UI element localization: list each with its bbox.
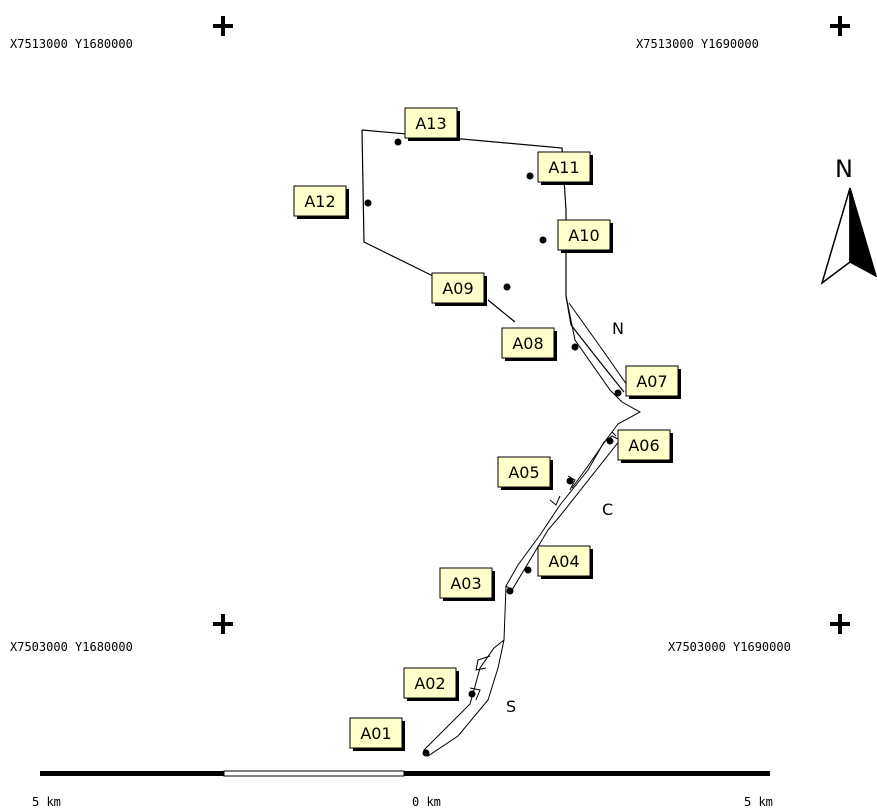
site-label-a05: A05 [497,456,553,490]
site-marker-a05 [566,477,574,485]
scale-bar-segment-2 [223,770,405,777]
site-marker-a04 [524,566,532,574]
site-label-text: A12 [304,192,335,211]
site-label-a12: A12 [293,185,349,219]
corner-coordinate-se: X7503000 Y1690000 [668,640,791,654]
site-label-a02: A02 [403,667,459,701]
site-label-text: A02 [414,674,445,693]
site-marker-a10 [539,236,547,244]
corner-marker-nw: X7513000 Y1680000 [10,16,233,51]
site-label-text: A08 [512,334,543,353]
site-label-text: A04 [548,552,579,571]
zone-label-central: C [602,500,613,519]
site-label-a13: A13 [404,107,460,141]
site-label-box [557,219,611,251]
site-label-text: A05 [508,463,539,482]
corner-marker-ne: X7513000 Y1690000 [636,16,850,51]
site-label-box [439,567,493,599]
site-marker-a02 [468,690,476,698]
site-marker-a12 [364,199,372,207]
corner-coordinate-sw: X7503000 Y1680000 [10,640,133,654]
site-label-a03: A03 [439,567,495,601]
scale-bar: 5 km 0 km 5 km [32,770,773,809]
corner-marker-se: X7503000 Y1690000 [668,614,850,654]
site-label-a06: A06 [617,429,673,463]
scale-bar-segment-3 [404,771,770,776]
site-label-a09: A09 [431,272,487,306]
site-label-box [497,456,551,488]
site-label-text: A03 [450,574,481,593]
site-label-a10: A10 [557,219,613,253]
corner-coordinate-ne: X7513000 Y1690000 [636,37,759,51]
scale-label-left: 5 km [32,795,61,809]
site-label-text: A09 [442,279,473,298]
site-label-text: A11 [548,158,579,177]
site-marker-a01 [422,749,430,757]
site-marker-a03 [506,587,514,595]
zone-label-south: S [506,697,516,716]
site-label-box [501,327,555,359]
site-label-box [625,365,679,397]
north-arrow-right-half [849,187,877,278]
channel-detail [469,431,617,701]
site-label-box [537,545,591,577]
site-label-a11: A11 [537,151,593,185]
north-arrow-letter: N [835,155,853,183]
site-label-box [293,185,347,217]
zone-label-north: N [612,319,624,338]
site-label-text: A06 [628,436,659,455]
site-label-a07: A07 [625,365,681,399]
site-label-box [404,107,458,139]
site-marker-a07 [614,389,622,397]
scale-label-right: 5 km [744,795,773,809]
site-label-a08: A08 [501,327,557,361]
site-markers [364,138,622,757]
site-label-a04: A04 [537,545,593,579]
site-label-box [431,272,485,304]
site-labels: A01 A02 A03 A04 A05 A06 A07 A08 A09 A10 A11 A12 A13 [293,107,681,751]
corner-marker-sw: X7503000 Y1680000 [10,614,233,654]
scale-label-center: 0 km [412,795,441,809]
site-marker-a13 [394,138,402,146]
site-marker-a06 [606,437,614,445]
site-label-box [537,151,591,183]
channel-outline-south [423,585,507,757]
site-label-text: A10 [568,226,599,245]
site-label-a01: A01 [349,717,405,751]
north-arrow: N [820,155,877,285]
site-label-text: A13 [415,114,446,133]
north-arrow-left-half [820,187,851,285]
site-marker-a09 [503,283,511,291]
site-marker-a08 [571,343,579,351]
site-label-box [349,717,403,749]
site-marker-a11 [526,172,534,180]
site-label-text: A07 [636,372,667,391]
site-label-box [617,429,671,461]
site-label-text: A01 [360,724,391,743]
corner-coordinate-nw: X7513000 Y1680000 [10,37,133,51]
site-label-box [403,667,457,699]
scale-bar-segment-1 [40,771,224,776]
